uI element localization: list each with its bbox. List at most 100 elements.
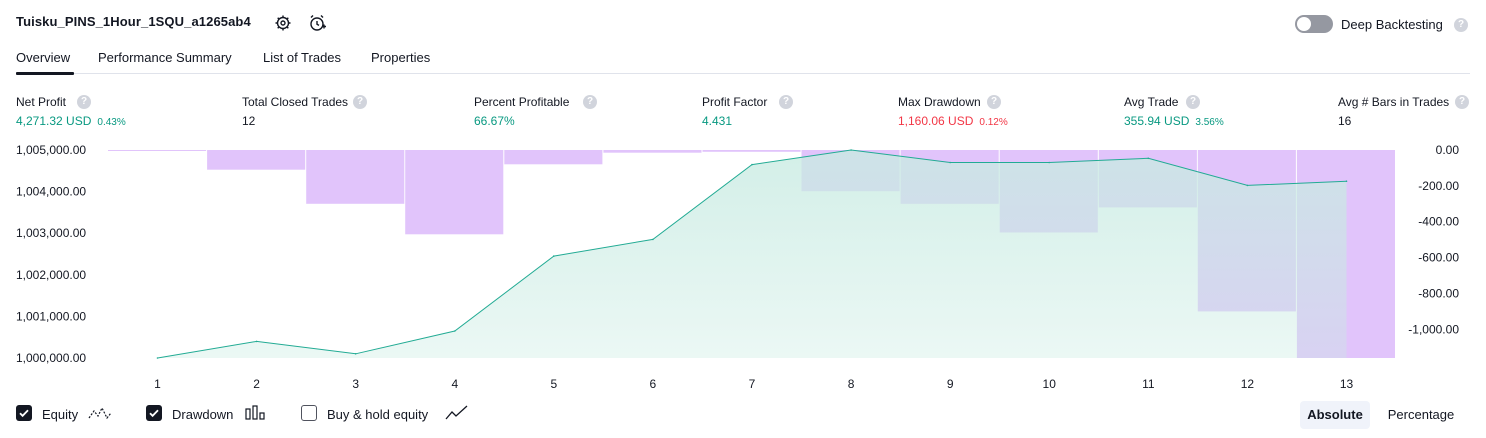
equity-point — [1345, 180, 1348, 182]
x-axis-tick-label: 13 — [1340, 377, 1354, 391]
metric-value: 355.94 USD 3.56% — [1124, 114, 1224, 128]
metric-percent: 0.12% — [979, 117, 1008, 128]
equity-drawdown-chart: 1,005,000.00 1,004,000.00 1,003,000.00 1,00… — [16, 143, 1460, 391]
drawdown-bar — [702, 150, 801, 152]
x-axis-tick-label: 4 — [451, 377, 458, 391]
help-icon[interactable]: ? — [1186, 95, 1200, 109]
metric-value: 66.67% — [474, 114, 515, 128]
equity-point — [1246, 184, 1249, 187]
left-axis-tick-label: 1,000,000.00 — [16, 351, 86, 365]
equity-point — [553, 255, 555, 257]
equity-point — [850, 149, 852, 151]
help-icon[interactable]: ? — [987, 95, 1001, 109]
right-axis-tick-label: -400.00 — [1418, 215, 1459, 229]
buy-hold-label[interactable]: Buy & hold equity — [327, 407, 429, 422]
metric-value: 4.431 — [702, 114, 732, 128]
x-axis-tick-label: 7 — [749, 377, 756, 391]
x-axis-tick-label: 3 — [352, 377, 359, 391]
strategy-title: Tuisku_PINS_1Hour_1SQU_a1265ab4 — [16, 14, 251, 29]
help-icon[interactable]: ? — [779, 95, 793, 109]
metric-value-text: 4,271.32 USD — [16, 114, 92, 128]
metric-value-text: 355.94 USD — [1124, 114, 1190, 128]
percentage-button[interactable]: Percentage — [1387, 407, 1455, 422]
x-axis-tick-label: 5 — [550, 377, 557, 391]
drawdown-bar — [306, 150, 405, 204]
tab-properties[interactable]: Properties — [371, 50, 431, 65]
tab-performance-summary[interactable]: Performance Summary — [98, 50, 232, 65]
metric-label: Max Drawdown — [898, 95, 981, 109]
active-tab-indicator — [16, 72, 74, 75]
x-axis-tick-label: 12 — [1241, 377, 1255, 391]
metric-value-text: 12 — [242, 114, 256, 128]
drawdown-bars-icon — [244, 404, 268, 427]
equity-point — [949, 161, 951, 164]
left-axis-tick-label: 1,005,000.00 — [16, 143, 86, 157]
absolute-button[interactable]: Absolute — [1300, 401, 1370, 429]
metric-label: Net Profit — [16, 95, 67, 109]
help-icon[interactable]: ? — [353, 95, 367, 109]
drawdown-bar — [603, 150, 702, 153]
left-axis-tick-label: 1,001,000.00 — [16, 309, 86, 323]
buy-hold-line-icon — [445, 404, 469, 427]
deep-backtesting-label: Deep Backtesting — [1341, 17, 1443, 32]
equity-point — [454, 330, 456, 332]
equity-point — [156, 357, 159, 359]
left-axis-tick-label: 1,004,000.00 — [16, 185, 86, 199]
metric-value: 1,160.06 USD 0.12% — [898, 114, 1008, 128]
metric-value: 4,271.32 USD 0.43% — [16, 114, 126, 128]
metric-label: Profit Factor — [702, 95, 768, 109]
left-axis-tick-label: 1,002,000.00 — [16, 268, 86, 282]
drawdown-checkbox[interactable] — [146, 405, 162, 421]
equity-label[interactable]: Equity — [42, 407, 79, 422]
toggle-knob — [1297, 17, 1311, 31]
equity-point — [652, 238, 654, 241]
equity-point — [255, 340, 258, 343]
tab-overview[interactable]: Overview — [16, 50, 71, 65]
right-axis-tick-label: -600.00 — [1418, 251, 1459, 265]
metric-value: 16 — [1338, 114, 1351, 128]
metric-value-text: 66.67% — [474, 114, 515, 128]
equity-checkbox[interactable] — [16, 405, 32, 421]
left-axis-tick-label: 1,003,000.00 — [16, 226, 86, 240]
equity-point — [1048, 161, 1050, 164]
x-axis-tick-label: 11 — [1142, 377, 1155, 391]
help-icon[interactable]: ? — [1455, 95, 1469, 109]
drawdown-bar — [405, 150, 504, 235]
metric-label: Avg # Bars in Trades — [1338, 95, 1450, 109]
equity-point — [751, 163, 753, 166]
buy-hold-checkbox[interactable] — [301, 405, 317, 421]
tab-divider — [16, 73, 1470, 74]
metric-label: Percent Profitable — [474, 95, 570, 109]
equity-line-icon — [88, 404, 112, 427]
help-icon[interactable]: ? — [583, 95, 597, 109]
equity-point — [354, 353, 357, 355]
deep-backtesting-toggle[interactable] — [1295, 15, 1333, 33]
settings-icon[interactable] — [273, 13, 293, 33]
right-axis-tick-label: -1,000.00 — [1408, 322, 1459, 336]
x-axis-tick-label: 9 — [947, 377, 954, 391]
metric-value-text: 4.431 — [702, 114, 733, 128]
x-axis-tick-label: 8 — [848, 377, 855, 391]
metric-label: Total Closed Trades — [242, 95, 349, 109]
x-axis-tick-label: 1 — [154, 377, 161, 391]
tab-list-of-trades[interactable]: List of Trades — [263, 50, 342, 65]
x-axis-tick-label: 6 — [650, 377, 657, 391]
right-axis-tick-label: -200.00 — [1418, 179, 1459, 193]
equity-point — [1147, 157, 1150, 160]
help-icon[interactable]: ? — [1454, 18, 1468, 32]
drawdown-label[interactable]: Drawdown — [172, 407, 234, 422]
x-axis-tick-label: 2 — [253, 377, 260, 391]
help-icon[interactable]: ? — [77, 95, 91, 109]
add-alert-icon[interactable] — [307, 13, 327, 33]
metric-percent: 3.56% — [1195, 117, 1224, 128]
right-axis-tick-label: -800.00 — [1418, 286, 1459, 300]
metric-value: 12 — [242, 114, 255, 128]
x-axis-tick-label: 10 — [1043, 377, 1057, 391]
equity-area — [157, 150, 1347, 358]
metric-percent: 0.43% — [97, 117, 126, 128]
metric-label: Avg Trade — [1124, 95, 1179, 109]
metric-value-text: 1,160.06 USD — [898, 114, 974, 128]
drawdown-bar — [504, 150, 603, 165]
drawdown-bar — [108, 150, 207, 151]
right-axis-tick-label: 0.00 — [1436, 143, 1460, 157]
